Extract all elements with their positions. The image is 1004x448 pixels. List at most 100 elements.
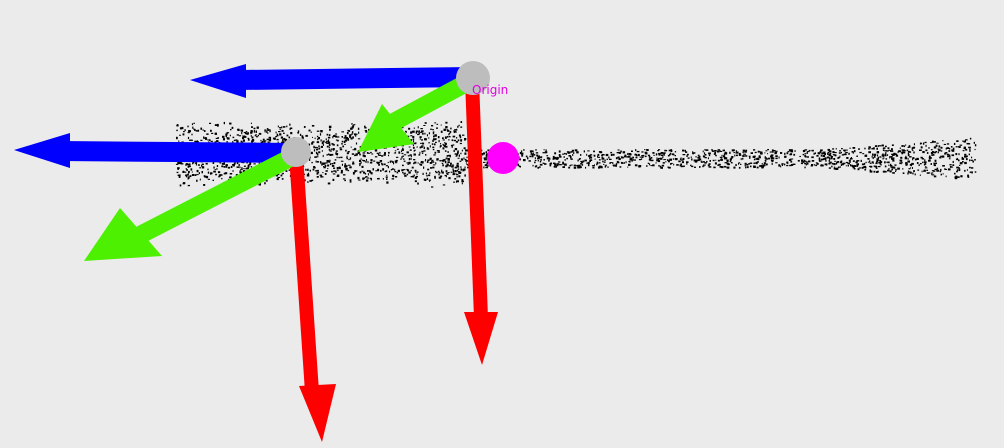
cloud-point — [217, 123, 219, 127]
cloud-point — [438, 174, 440, 176]
cloud-point — [363, 177, 366, 179]
magenta-point-marker[interactable] — [487, 142, 519, 174]
cloud-point — [907, 150, 910, 153]
cloud-point — [267, 128, 269, 131]
cloud-point — [923, 169, 926, 172]
cloud-point — [625, 161, 627, 164]
cloud-point — [175, 163, 179, 165]
cloud-point — [408, 127, 411, 130]
cloud-point — [401, 169, 404, 172]
cloud-point — [425, 172, 428, 175]
cloud-point — [735, 154, 738, 157]
cloud-point — [190, 168, 193, 171]
cloud-point — [448, 139, 450, 141]
cloud-point — [276, 133, 279, 136]
cloud-point — [486, 162, 489, 165]
cloud-point — [573, 164, 576, 167]
cloud-point — [838, 152, 841, 154]
cloud-point — [452, 168, 454, 170]
cloud-point — [301, 136, 304, 139]
cloud-point — [377, 178, 380, 180]
cloud-point — [347, 151, 350, 153]
cloud-point — [441, 162, 444, 165]
cloud-point — [350, 127, 353, 130]
cloud-point — [313, 149, 316, 152]
cloud-point — [376, 170, 380, 172]
cloud-point — [432, 129, 434, 131]
cloud-point — [780, 166, 782, 168]
cloud-point — [310, 131, 312, 133]
cloud-point — [933, 163, 936, 165]
cloud-point — [659, 165, 662, 168]
cloud-point — [828, 160, 830, 162]
cloud-point — [586, 162, 588, 164]
cloud-point — [186, 173, 188, 176]
cloud-point — [264, 140, 267, 142]
cloud-point — [290, 132, 293, 135]
cloud-point — [674, 151, 677, 153]
cloud-point — [326, 133, 329, 136]
cloud-point — [539, 160, 542, 163]
cloud-point — [421, 145, 424, 147]
cloud-point — [930, 157, 932, 159]
cloud-point — [362, 154, 365, 157]
cloud-point — [705, 154, 707, 156]
cloud-point — [456, 137, 458, 139]
cloud-point — [343, 174, 346, 176]
cloud-point — [864, 154, 868, 157]
cloud-point — [824, 163, 828, 166]
cloud-point — [416, 171, 419, 173]
cloud-point — [680, 163, 682, 166]
cloud-point — [657, 160, 661, 163]
cloud-point — [889, 156, 891, 159]
cloud-point — [778, 165, 780, 167]
cloud-point — [225, 165, 228, 168]
cloud-point — [351, 126, 353, 129]
cloud-point — [415, 175, 418, 178]
cloud-point — [589, 160, 591, 162]
cloud-point — [971, 167, 974, 169]
cloud-point — [849, 161, 851, 163]
cloud-point — [845, 161, 849, 164]
cloud-point — [876, 160, 879, 163]
cloud-point — [268, 129, 271, 131]
cloud-point — [764, 152, 766, 154]
cloud-point — [352, 149, 354, 151]
cloud-point — [192, 162, 194, 165]
cloud-point — [241, 168, 243, 170]
cloud-point — [636, 150, 640, 153]
cloud-point — [457, 157, 460, 159]
cloud-point — [457, 171, 461, 173]
cloud-point — [900, 151, 904, 153]
cloud-point — [939, 170, 942, 173]
cloud-point — [346, 155, 348, 158]
cloud-point — [258, 161, 260, 164]
cloud-point — [222, 135, 225, 138]
cloud-point — [583, 150, 585, 153]
frame-a-joint[interactable] — [281, 137, 311, 167]
cloud-point — [947, 168, 951, 171]
cloud-point — [653, 154, 655, 156]
cloud-point — [532, 164, 534, 167]
cloud-point — [740, 158, 742, 161]
cloud-point — [663, 152, 666, 154]
cloud-point — [433, 135, 435, 138]
cloud-point — [426, 160, 429, 163]
cloud-point — [926, 169, 928, 171]
cloud-point — [872, 153, 874, 156]
cloud-point — [383, 154, 386, 156]
cloud-point — [316, 148, 319, 151]
cloud-point — [615, 163, 618, 166]
cloud-point — [729, 160, 731, 162]
origin-joint[interactable] — [456, 61, 490, 95]
cloud-point — [692, 151, 694, 154]
cloud-point — [726, 166, 730, 169]
cloud-point — [201, 164, 203, 167]
cloud-point — [260, 139, 262, 142]
cloud-point — [753, 162, 756, 164]
cloud-point — [313, 145, 315, 149]
cloud-point — [193, 122, 195, 124]
cloud-point — [279, 128, 282, 130]
cloud-point — [969, 171, 972, 173]
